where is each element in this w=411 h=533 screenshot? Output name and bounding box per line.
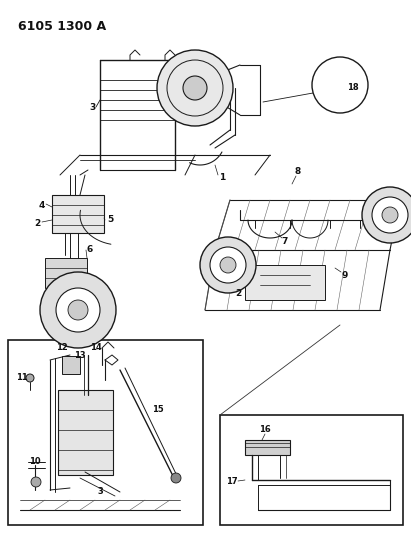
Text: 2: 2	[235, 289, 241, 298]
Text: 12: 12	[56, 343, 68, 352]
Text: 10: 10	[29, 457, 41, 466]
Circle shape	[68, 300, 88, 320]
Circle shape	[31, 477, 41, 487]
Text: 18: 18	[347, 84, 359, 93]
Bar	[245, 440, 290, 455]
Text: 4: 4	[39, 200, 45, 209]
Circle shape	[183, 76, 207, 100]
Text: 11: 11	[16, 374, 28, 383]
Text: 13: 13	[74, 351, 86, 359]
Text: 5: 5	[107, 215, 113, 224]
Circle shape	[157, 50, 233, 126]
Circle shape	[171, 473, 181, 483]
Circle shape	[382, 207, 398, 223]
Circle shape	[312, 57, 368, 113]
Circle shape	[210, 247, 246, 283]
Text: 6: 6	[87, 246, 93, 254]
Bar	[220, 415, 403, 525]
Text: 7: 7	[282, 238, 288, 246]
Circle shape	[372, 197, 408, 233]
Circle shape	[56, 288, 100, 332]
Bar	[62, 356, 80, 374]
Text: 6105 1300 A: 6105 1300 A	[18, 20, 106, 33]
Bar	[58, 390, 113, 475]
Text: 3: 3	[97, 488, 103, 497]
Text: 3: 3	[89, 103, 95, 112]
Text: 2: 2	[34, 219, 40, 228]
Text: 16: 16	[259, 425, 271, 434]
Circle shape	[26, 374, 34, 382]
Text: 1: 1	[219, 174, 225, 182]
Text: 8: 8	[295, 167, 301, 176]
Circle shape	[362, 187, 411, 243]
Bar	[8, 340, 203, 525]
Text: 9: 9	[342, 271, 348, 279]
Text: 15: 15	[152, 406, 164, 415]
Circle shape	[200, 237, 256, 293]
Text: 17: 17	[226, 478, 238, 487]
Bar	[52, 195, 104, 233]
Circle shape	[40, 272, 116, 348]
Bar	[245, 265, 325, 300]
Circle shape	[220, 257, 236, 273]
Text: 14: 14	[90, 343, 102, 352]
Bar	[45, 258, 87, 288]
